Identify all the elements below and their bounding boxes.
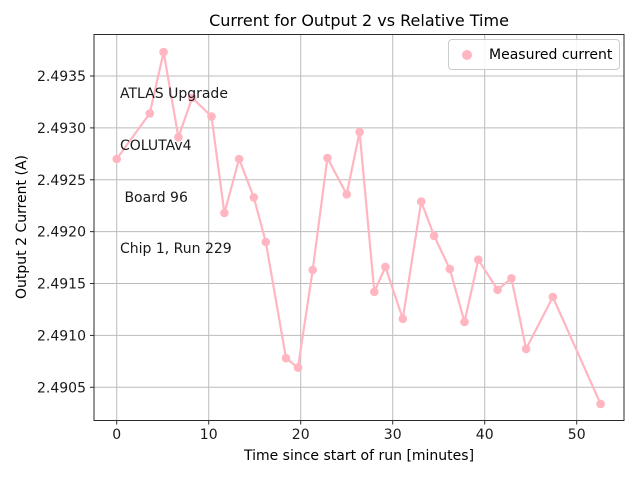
annotation-line-4: Chip 1, Run 229 <box>120 241 232 258</box>
data-point <box>429 231 439 241</box>
data-point <box>145 109 155 118</box>
data-point <box>249 193 259 202</box>
data-point <box>323 153 332 163</box>
legend: Measured current <box>448 39 620 70</box>
data-point <box>521 344 531 354</box>
data-point <box>112 154 121 164</box>
data-point <box>460 317 469 327</box>
data-point <box>381 262 390 272</box>
data-point <box>398 314 408 324</box>
y-tick-label: 2.4930 <box>37 121 86 137</box>
y-tick-label: 2.4905 <box>37 380 86 396</box>
data-point <box>416 197 426 206</box>
data-point <box>174 132 183 142</box>
data-point <box>493 285 502 295</box>
data-point <box>355 127 364 137</box>
y-tick-label: 2.4925 <box>37 173 86 189</box>
x-tick-label: 30 <box>384 427 402 443</box>
x-tick-label: 10 <box>200 427 218 443</box>
x-tick-label: 40 <box>476 427 494 443</box>
data-point <box>308 265 318 275</box>
y-axis-label: Output 2 Current (A) <box>14 155 30 299</box>
x-axis-label: Time since start of run [minutes] <box>243 448 475 464</box>
annotation-block: ATLAS Upgrade COLUTAv4 Board 96 Chip 1, … <box>120 52 232 293</box>
data-point <box>207 112 216 121</box>
legend-label: Measured current <box>489 46 613 63</box>
y-tick-label: 2.4935 <box>37 69 86 85</box>
data-point <box>507 274 516 283</box>
legend-circle-icon <box>462 49 472 60</box>
data-point <box>596 399 605 409</box>
y-tick-label: 2.4920 <box>37 225 86 241</box>
data-point <box>187 93 197 103</box>
y-tick-label: 2.4910 <box>37 328 86 344</box>
data-point <box>474 255 483 264</box>
data-point <box>293 363 303 372</box>
annotation-line-3: Board 96 <box>120 189 188 206</box>
x-tick-label: 20 <box>292 427 310 443</box>
plot-area-border <box>93 34 625 421</box>
data-point <box>220 208 229 218</box>
data-point <box>445 264 455 274</box>
data-point <box>281 353 291 363</box>
data-point <box>234 154 244 164</box>
x-tick-label: 50 <box>568 427 586 443</box>
data-point <box>548 292 558 302</box>
data-point <box>159 47 168 57</box>
data-point <box>261 237 271 247</box>
x-tick-label: 0 <box>112 427 121 443</box>
data-point <box>342 190 352 199</box>
chart-title: Current for Output 2 vs Relative Time <box>209 11 509 30</box>
annotation-line-2: COLUTAv4 <box>120 138 192 155</box>
y-tick-label: 2.4915 <box>37 277 86 293</box>
data-point <box>370 287 379 297</box>
annotation-line-1: ATLAS Upgrade <box>120 86 228 103</box>
